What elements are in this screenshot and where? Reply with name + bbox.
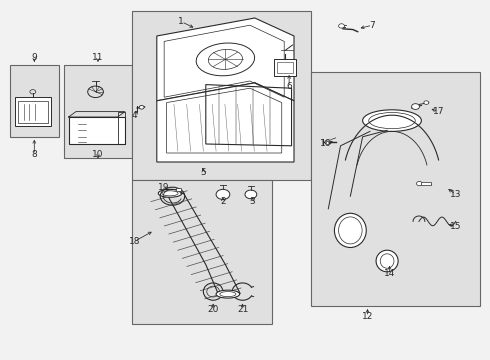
Text: 1: 1	[178, 17, 184, 26]
Bar	[277, 62, 293, 73]
Bar	[18, 101, 48, 123]
Ellipse shape	[334, 213, 366, 248]
Ellipse shape	[158, 189, 182, 197]
Text: 9: 9	[31, 53, 37, 62]
Bar	[176, 188, 181, 191]
Text: 11: 11	[92, 53, 104, 62]
Text: 20: 20	[207, 305, 219, 314]
Text: 18: 18	[129, 237, 141, 246]
Polygon shape	[157, 18, 294, 101]
Circle shape	[339, 24, 344, 28]
Text: 14: 14	[384, 269, 395, 278]
Bar	[15, 97, 51, 126]
Text: 7: 7	[369, 21, 375, 30]
Text: 21: 21	[237, 305, 248, 314]
Bar	[64, 65, 132, 158]
Text: 3: 3	[249, 197, 255, 206]
Text: 19: 19	[158, 183, 170, 192]
Text: 10: 10	[92, 150, 104, 159]
Circle shape	[416, 181, 422, 186]
Circle shape	[139, 105, 144, 109]
Bar	[69, 117, 125, 144]
Text: 15: 15	[450, 222, 462, 231]
Circle shape	[216, 189, 230, 199]
Text: 13: 13	[450, 190, 462, 199]
Text: 8: 8	[31, 150, 37, 159]
Circle shape	[245, 190, 257, 199]
Circle shape	[424, 101, 429, 104]
Ellipse shape	[376, 250, 398, 272]
Bar	[132, 11, 311, 180]
Text: 12: 12	[362, 312, 373, 321]
Bar	[421, 182, 431, 185]
Text: 16: 16	[320, 139, 332, 148]
Circle shape	[325, 140, 331, 144]
Bar	[132, 180, 272, 324]
Ellipse shape	[363, 110, 421, 131]
Bar	[10, 65, 59, 137]
Circle shape	[412, 104, 419, 109]
Bar	[311, 72, 480, 306]
Polygon shape	[157, 83, 294, 162]
Text: 5: 5	[200, 168, 206, 177]
Ellipse shape	[216, 290, 240, 298]
Text: 17: 17	[433, 107, 444, 116]
Text: 2: 2	[220, 197, 226, 206]
Text: 4: 4	[132, 111, 138, 120]
Bar	[274, 59, 296, 76]
Text: 6: 6	[286, 82, 292, 91]
